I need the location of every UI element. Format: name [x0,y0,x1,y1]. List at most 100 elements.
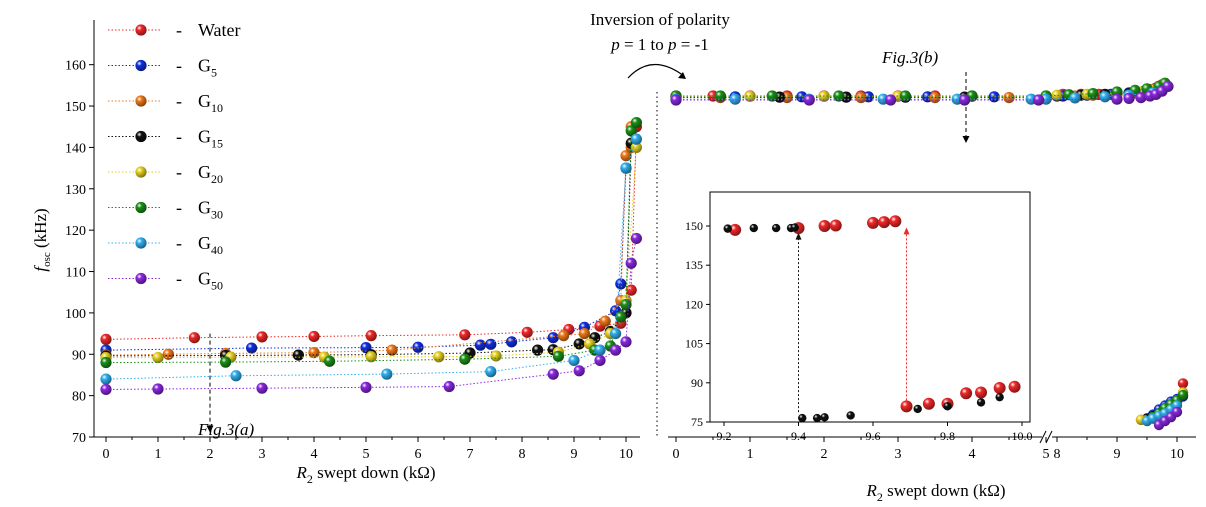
data-point [1069,92,1081,104]
data-point [1171,406,1183,418]
x-tick-label: 6 [415,447,422,462]
x-tick-label: 9 [571,447,578,462]
axis-break-mark [1045,430,1053,444]
series-line-7 [105,138,637,380]
x-tick-label: 3 [895,447,902,462]
data-point [360,381,372,393]
inset-data-point [790,223,799,232]
legend-dash: - [176,127,182,147]
data-point [246,342,258,354]
inset-data-point [889,215,902,228]
data-point [162,348,174,360]
inset-data-point [829,219,842,232]
y-tick-label: 130 [65,183,86,198]
inset-data-point [922,397,935,410]
inset-y-tick-label: 120 [685,297,703,311]
data-point [573,365,585,377]
data-point [474,339,486,351]
data-point [100,373,112,385]
inset-data-point [993,382,1006,395]
inset-data-point [975,386,988,399]
axis-break-mark [1039,430,1047,444]
inset-data-point [846,411,855,420]
inset-data-point [723,224,732,233]
data-point [1162,80,1174,92]
inset-data-point [729,223,742,236]
y-tick-label: 70 [72,431,86,446]
data-point [594,354,606,367]
data-point [100,333,112,345]
x-tick-label: 2 [207,447,214,462]
x-tick-label: 8 [1054,447,1061,462]
x-tick-label: 4 [311,447,318,462]
data-point [485,338,497,350]
data-point [365,351,377,363]
data-point [625,284,637,296]
legend-dash: - [176,162,182,182]
y-tick-label: 160 [65,59,86,74]
data-point [625,125,637,137]
data-point [959,94,971,106]
data-point [547,368,559,380]
legend-entry: G5 [198,56,217,80]
x-tick-label: 3 [259,447,266,462]
x-tick-label: 8 [519,447,526,462]
legend-dash: - [176,198,182,218]
data-point [100,356,112,369]
legend-dash: - [176,233,182,253]
y-tick-label: 100 [65,307,86,322]
legend-marker [135,237,147,249]
inset-transition-arrowhead [903,227,910,235]
data-point [885,94,897,106]
data-point [381,368,393,380]
series-line-b-7 [676,92,1154,100]
legend-marker [135,166,147,178]
inset-frame [709,191,1031,423]
legend: - Water- G5- G10- G15- G20- G30- G40- G50 [108,20,241,293]
data-point [1177,389,1189,401]
inset-data-point [900,400,913,413]
data-point [230,370,242,382]
legend-marker [135,201,147,214]
legend-dash: - [176,20,182,40]
legend-marker [135,59,147,72]
legend-entry: G50 [198,269,223,293]
data-point [615,311,627,323]
y-tick-label: 110 [66,266,86,281]
inset-y-tick-label: 105 [685,337,703,351]
inset-data-point [820,413,829,422]
data-point [324,355,336,367]
legend-entry: G30 [198,198,223,222]
fig3b-arrowhead [962,136,970,143]
series-line-2 [105,168,627,351]
data-point [256,331,268,343]
data-point [568,354,580,367]
legend-marker [135,95,147,107]
data-point [630,133,643,145]
x-tick-label: 1 [155,447,162,462]
data-point [443,380,455,393]
inset-x-tick-label: 9.4 [791,429,806,443]
data-point [552,350,565,362]
data-point [100,383,112,396]
legend-marker [135,130,147,143]
data-point [152,383,164,395]
series-line-8 [105,238,637,390]
data-point [521,326,533,338]
series-line-3 [105,126,632,356]
data-point [620,336,632,348]
panel-b-chart: 0 1 2 3 4 5 8 9 10 R2 swept down (kΩ) Fig.3(b) [668,48,1196,504]
data-point [386,344,398,356]
inset-data-point [749,223,758,233]
data-point [547,332,559,344]
data-point [1003,92,1015,104]
data-point [855,92,867,104]
data-point [625,257,637,269]
data-point [558,330,570,342]
legend-dash: - [176,56,182,76]
inset-data-point [818,220,831,232]
y-axis-label: fosc (kHz) [31,208,53,271]
legend-entry: Water [198,20,241,40]
data-point [670,94,682,106]
